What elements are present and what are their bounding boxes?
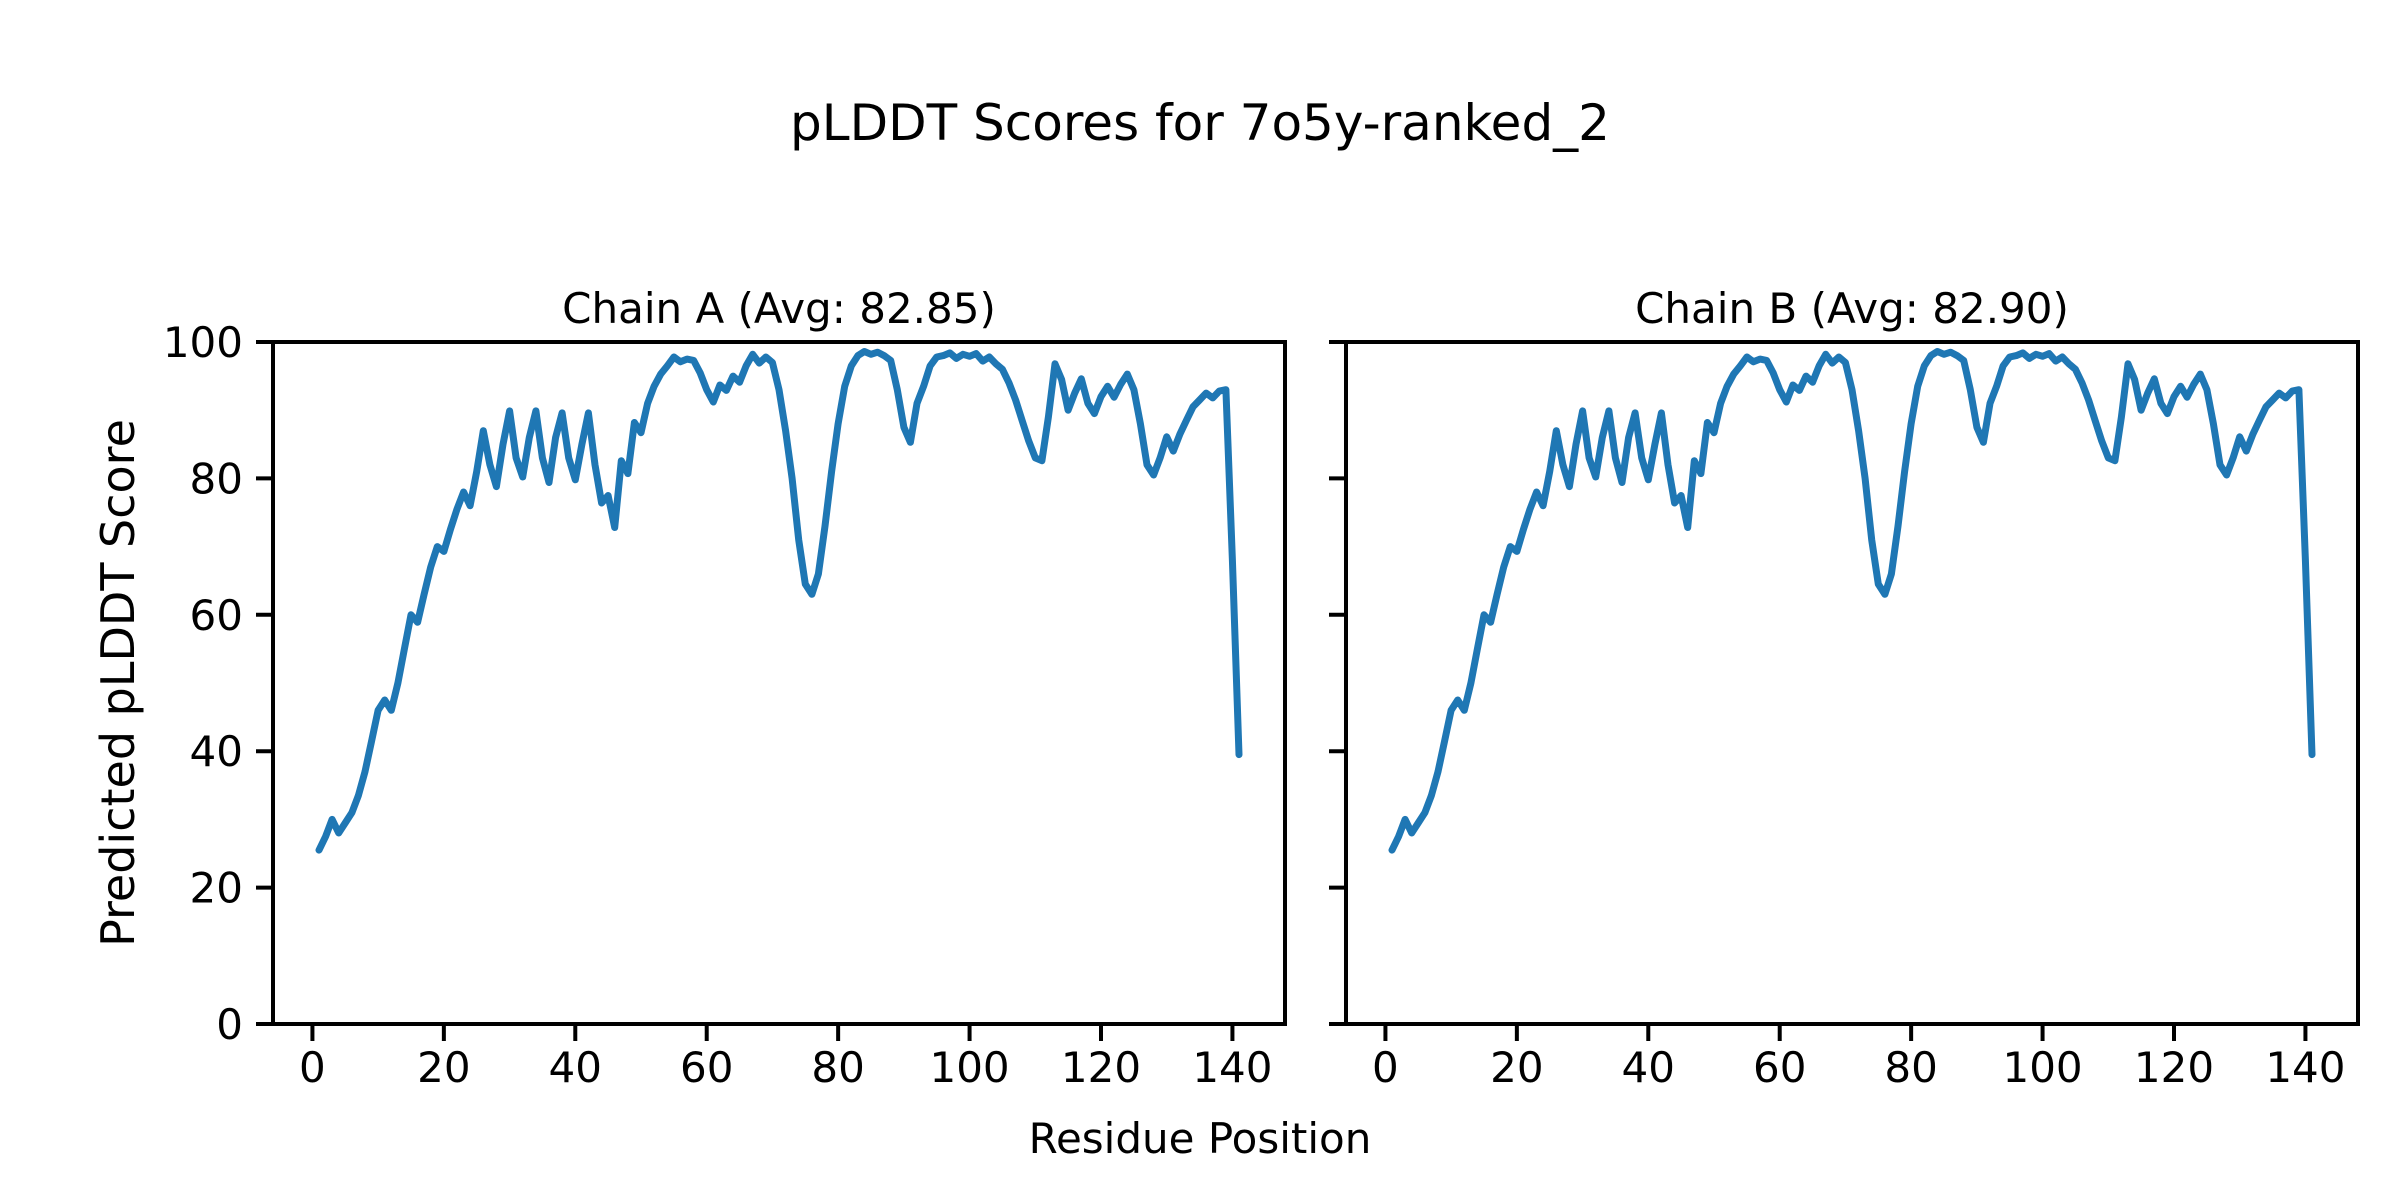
y-tick-label: 20 [190,864,243,913]
y-tick-label: 80 [190,454,243,503]
x-tick-label: 60 [1753,1043,1806,1092]
chain-a-title: Chain A (Avg: 82.85) [562,284,996,333]
x-tick-label: 40 [1622,1043,1675,1092]
x-tick-label: 120 [1061,1043,1141,1092]
x-tick-label: 140 [2265,1043,2345,1092]
y-tick-label: 40 [190,727,243,776]
x-tick-label: 0 [1372,1043,1399,1092]
x-tick-label: 20 [417,1043,470,1092]
x-tick-label: 100 [929,1043,1009,1092]
y-tick-label: 100 [163,318,243,367]
x-tick-label: 100 [2002,1043,2082,1092]
y-axis-label: Predicted pLDDT Score [91,419,145,947]
x-tick-label: 60 [680,1043,733,1092]
figure-title: pLDDT Scores for 7o5y-ranked_2 [790,94,1610,152]
x-tick-label: 120 [2134,1043,2214,1092]
x-tick-label: 140 [1192,1043,1272,1092]
x-tick-label: 80 [1884,1043,1937,1092]
plddt-line-chain-b [1388,348,2316,854]
plddt-line-chain-a [315,348,1243,854]
x-tick-label: 80 [811,1043,864,1092]
chain-b-title: Chain B (Avg: 82.90) [1635,284,2069,333]
x-tick-label: 20 [1490,1043,1543,1092]
y-tick-label: 60 [190,591,243,640]
x-axis-label: Residue Position [1028,1114,1372,1163]
chain-b-axes: 0 20 40 60 80 100 120 140 [1329,340,2360,1092]
x-tick-label: 40 [549,1043,602,1092]
chain-a-axes: 0 20 40 60 80 100 120 140 0 20 40 60 80 100 [163,318,1287,1092]
axes-spines [271,340,1287,1026]
y-tick-label: 0 [216,1000,243,1049]
axes-spines [1344,340,2360,1026]
x-tick-label: 0 [299,1043,326,1092]
